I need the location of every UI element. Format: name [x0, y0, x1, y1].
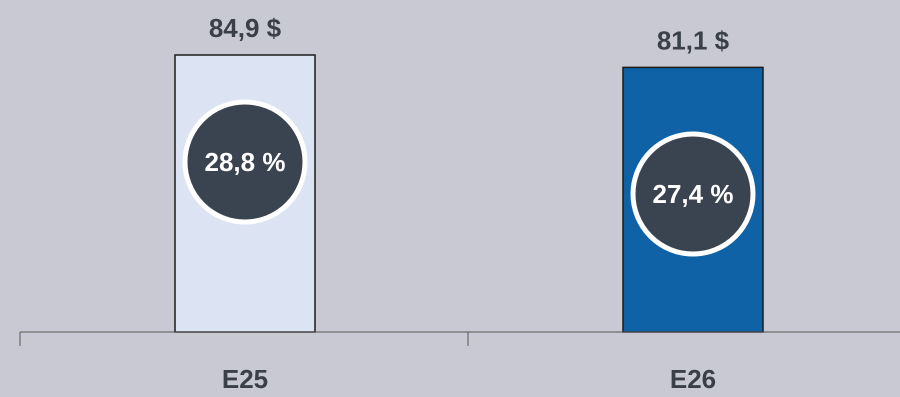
badge-label-e25: 28,8 %: [205, 147, 286, 177]
x-axis: [19, 331, 900, 346]
category-label-e25: E25: [222, 364, 268, 392]
labels-layer: 84,9 $ 28,8 % E25 81,1 $ 27,4 % E26: [182, 13, 756, 394]
badge-label-e26: 27,4 %: [653, 179, 734, 209]
value-label-e26: 81,1 $: [657, 25, 730, 55]
category-label-e26: E26: [670, 364, 716, 392]
badge-circle-e25: [182, 99, 308, 225]
value-label-e25: 84,9 $: [209, 13, 282, 43]
badge-circle-e26: [630, 131, 756, 257]
